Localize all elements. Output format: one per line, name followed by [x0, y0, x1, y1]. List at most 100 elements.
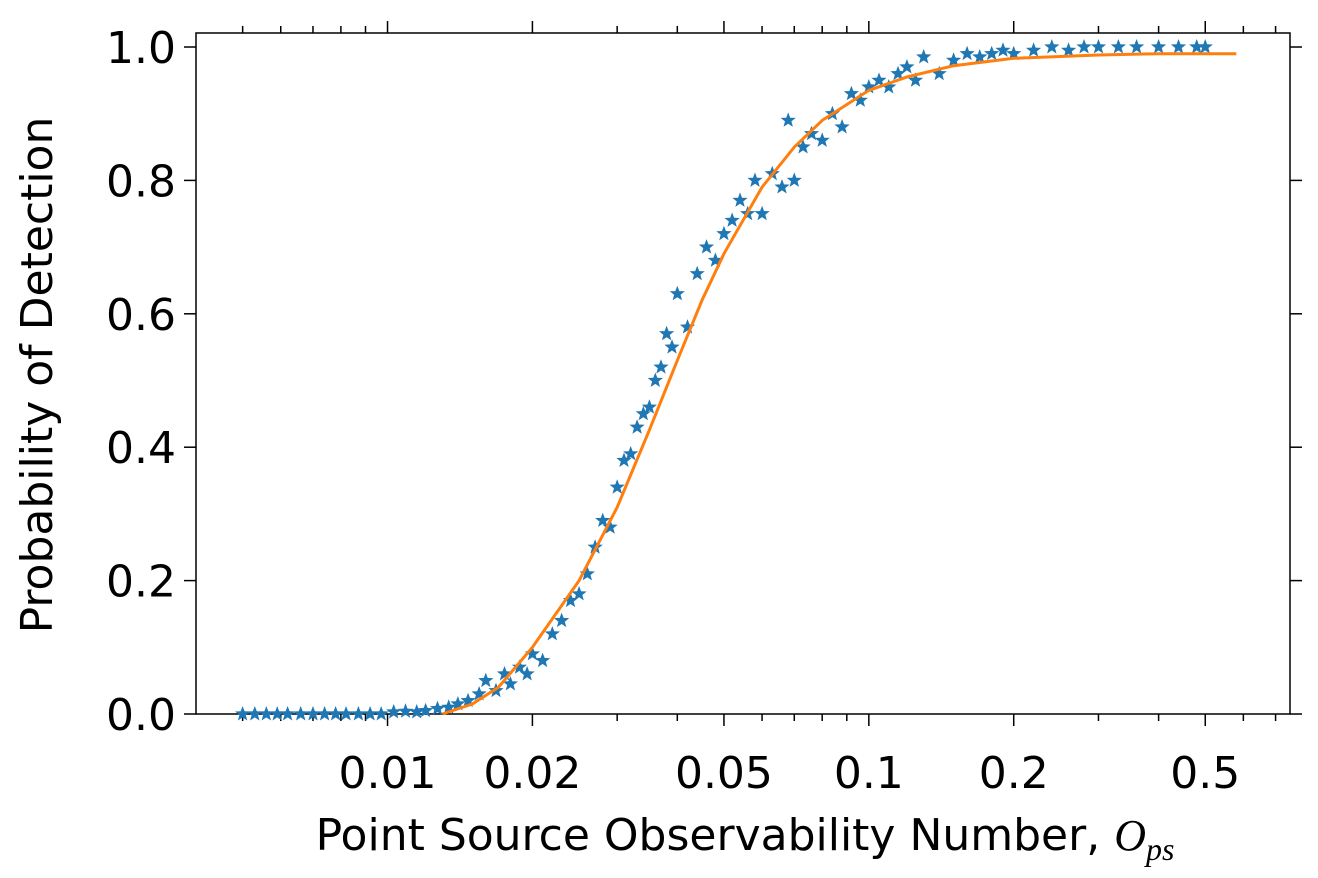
fit-curve: [441, 52, 1237, 716]
star-point: [1090, 39, 1107, 54]
star-point: [338, 706, 354, 721]
star-point: [834, 119, 850, 134]
star-point: [795, 139, 811, 154]
star-point: [669, 285, 685, 301]
x-axis-label: Point Source Observability Number, Ops: [316, 810, 1175, 867]
star-point: [995, 42, 1011, 57]
star-point: [562, 592, 579, 608]
y-tick-label: 0.4: [106, 423, 176, 474]
star-point: [689, 265, 705, 281]
star-point: [397, 703, 414, 718]
star-point: [362, 706, 378, 721]
plot-frame: [195, 32, 1291, 715]
star-point: [1170, 39, 1187, 54]
star-point: [305, 706, 321, 721]
x-label-subscript: ps: [1144, 831, 1174, 867]
star-point: [659, 325, 675, 341]
star-point: [629, 419, 645, 434]
star-point: [460, 692, 476, 708]
star-point: [698, 239, 715, 254]
star-point: [373, 706, 389, 721]
star-point: [899, 59, 915, 74]
star-point: [524, 646, 540, 661]
star-point: [907, 72, 924, 87]
star-point: [235, 706, 251, 721]
star-point: [1076, 39, 1092, 54]
star-point: [664, 339, 680, 354]
star-point: [616, 452, 632, 467]
star-point: [972, 49, 988, 64]
star-point: [780, 112, 796, 127]
star-point: [269, 706, 285, 721]
star-point: [317, 706, 333, 721]
star-point: [852, 92, 868, 107]
star-point: [679, 319, 696, 334]
star-point: [450, 696, 466, 711]
star-point: [747, 172, 763, 187]
star-point: [595, 512, 611, 527]
star-point: [1110, 39, 1126, 54]
y-axis-label: Probability of Detection: [12, 117, 63, 634]
star-point: [1197, 39, 1213, 54]
star-point: [496, 666, 513, 681]
star-point: [579, 565, 595, 581]
star-point: [280, 706, 296, 721]
star-point: [328, 706, 344, 721]
star-point: [429, 700, 446, 716]
y-tick-label: 0.0: [106, 690, 176, 741]
star-point: [946, 52, 962, 67]
star-point: [1129, 39, 1145, 54]
y-tick-label: 0.8: [106, 156, 176, 207]
star-point: [641, 399, 657, 414]
star-point: [959, 45, 975, 61]
star-point: [386, 704, 402, 719]
star-point: [571, 585, 587, 601]
star-point: [544, 626, 560, 641]
star-point: [1061, 42, 1077, 57]
star-point: [519, 666, 535, 681]
star-point: [502, 676, 518, 691]
star-point: [803, 125, 820, 141]
y-tick-label: 0.2: [106, 557, 176, 608]
star-point: [931, 65, 947, 81]
star-point: [258, 706, 274, 721]
star-point: [471, 686, 487, 701]
star-point: [293, 706, 309, 721]
star-point: [774, 179, 790, 194]
x-label-text: Point Source Observability Number,: [316, 810, 1101, 861]
star-point: [511, 659, 528, 674]
star-point: [647, 372, 663, 387]
x-tick-label: 0.1: [834, 748, 904, 799]
star-point: [418, 702, 434, 718]
star-point: [441, 699, 457, 714]
star-point: [881, 79, 897, 94]
x-label-symbol: O: [1114, 811, 1146, 860]
star-point: [1044, 39, 1060, 54]
x-tick-label: 0.05: [675, 748, 773, 799]
star-point: [535, 652, 551, 668]
star-point: [861, 79, 877, 94]
star-point: [1151, 39, 1167, 54]
star-point: [716, 225, 732, 241]
star-point: [814, 132, 830, 147]
star-point: [984, 45, 1000, 61]
star-point: [478, 672, 494, 688]
y-tick-label: 1.0: [106, 23, 176, 74]
star-point: [786, 172, 802, 187]
star-point: [843, 85, 859, 101]
x-tick-label: 0.01: [339, 748, 437, 799]
star-point: [732, 192, 748, 207]
x-tick-label: 0.5: [1170, 748, 1240, 799]
star-point: [724, 212, 740, 227]
star-point: [602, 519, 618, 534]
star-point: [1026, 42, 1042, 57]
star-point: [1006, 45, 1022, 61]
star-point: [623, 445, 639, 461]
star-point: [754, 205, 770, 221]
star-point: [409, 704, 425, 719]
star-point: [609, 479, 625, 494]
star-point: [916, 49, 932, 64]
star-point: [350, 706, 366, 721]
star-point: [653, 359, 669, 374]
